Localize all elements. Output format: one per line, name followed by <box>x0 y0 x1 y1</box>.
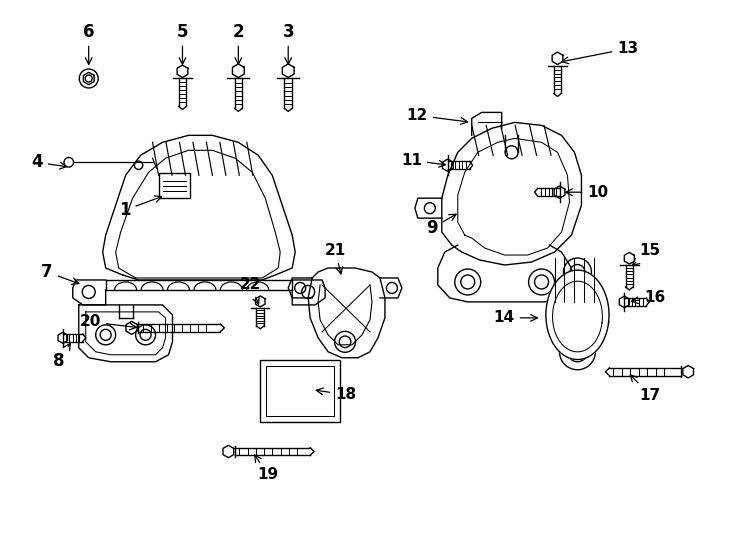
Text: 11: 11 <box>401 153 446 168</box>
Text: 16: 16 <box>631 291 666 306</box>
Text: 21: 21 <box>324 243 346 274</box>
Bar <box>266 366 334 416</box>
Text: 6: 6 <box>83 23 95 64</box>
Text: 15: 15 <box>633 243 661 265</box>
Text: 10: 10 <box>566 185 608 200</box>
Polygon shape <box>546 270 609 360</box>
Text: 4: 4 <box>32 153 67 171</box>
Text: 14: 14 <box>493 310 537 326</box>
Text: 7: 7 <box>41 263 79 285</box>
Text: 1: 1 <box>119 196 161 219</box>
Text: 20: 20 <box>79 314 137 330</box>
Text: 18: 18 <box>316 387 356 402</box>
Text: 9: 9 <box>426 214 456 237</box>
Bar <box>159 173 190 198</box>
Text: 2: 2 <box>233 23 244 64</box>
Text: 8: 8 <box>53 343 70 370</box>
Bar <box>261 360 340 422</box>
Text: 5: 5 <box>177 23 188 64</box>
Text: 12: 12 <box>407 108 468 124</box>
Text: 17: 17 <box>631 375 661 403</box>
Text: 19: 19 <box>255 455 279 483</box>
Text: 13: 13 <box>562 41 639 64</box>
Text: 3: 3 <box>283 23 294 64</box>
Text: 22: 22 <box>239 277 261 304</box>
